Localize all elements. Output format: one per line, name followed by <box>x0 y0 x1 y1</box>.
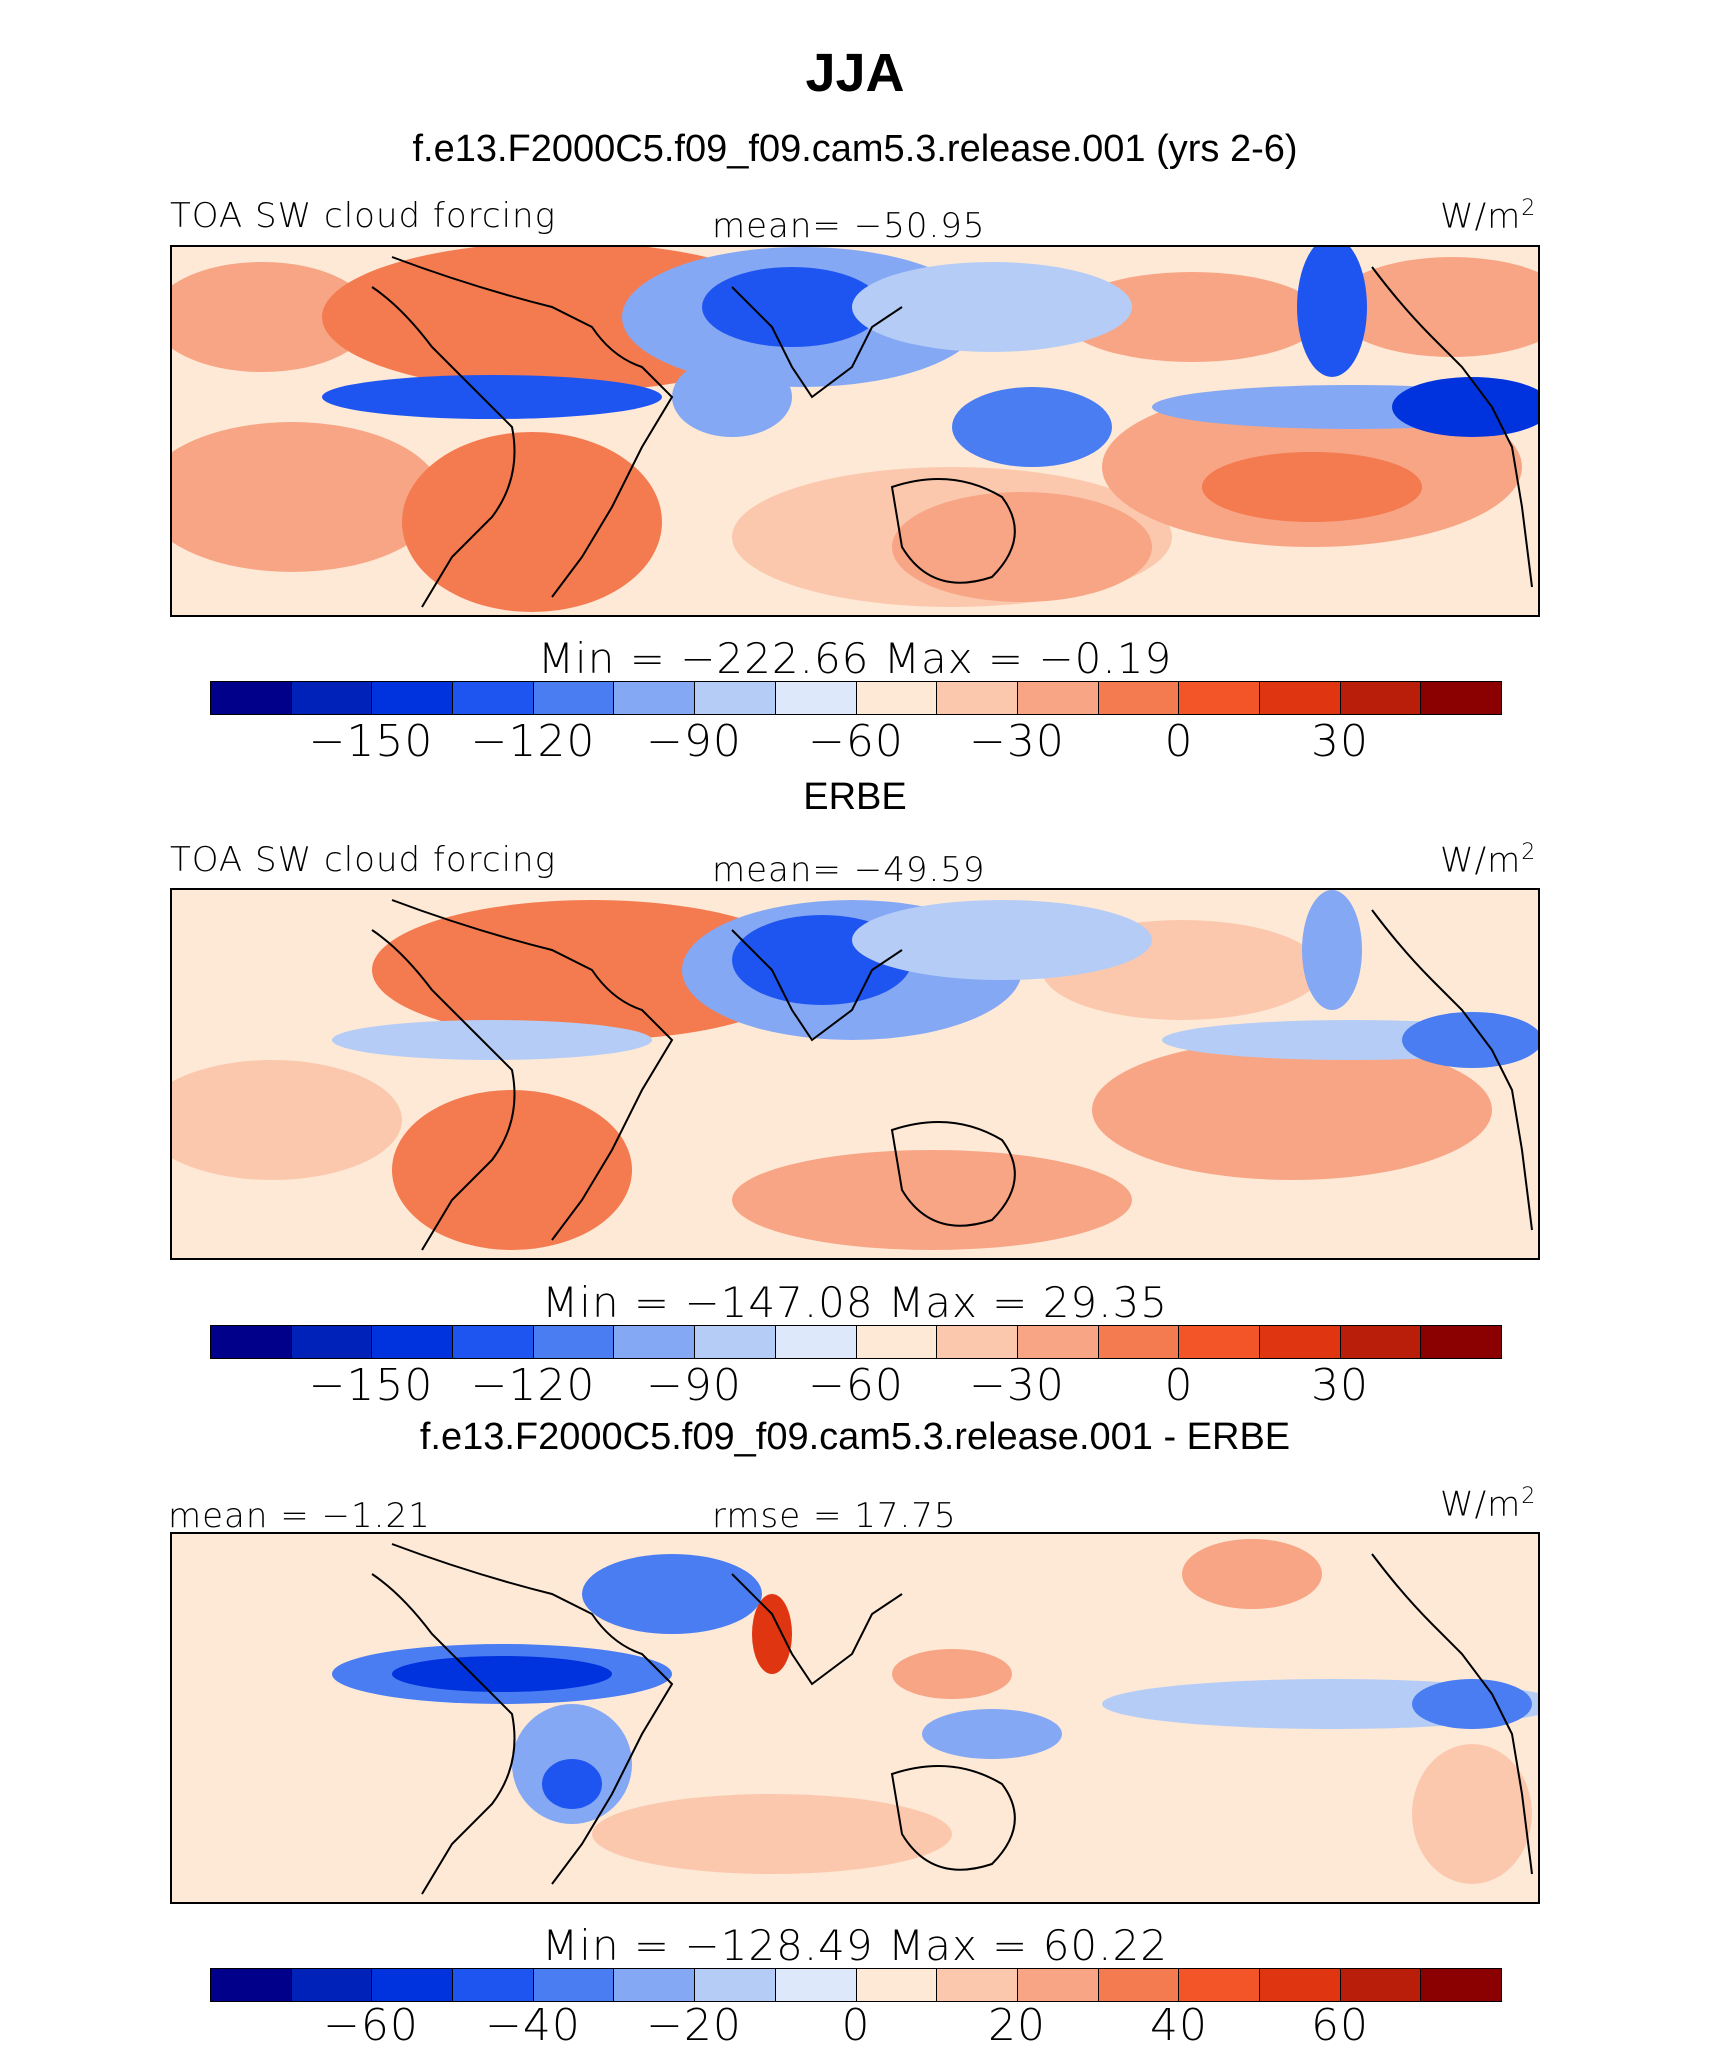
colorbar-swatch <box>372 1326 454 1358</box>
colorbar-swatch <box>856 1969 938 2001</box>
colorbar-swatch <box>937 1326 1018 1358</box>
panel-2-variable-label: TOA SW cloud forcing <box>170 840 556 880</box>
colorbar-swatch <box>291 682 373 714</box>
panel-1-tick: −120 <box>470 716 596 767</box>
panel-2-tick: 30 <box>1311 1360 1369 1411</box>
panel-3-min-max: Min = −128.49 Max = 60.22 <box>542 1921 1168 1970</box>
panel-3-colorbar <box>210 1968 1502 2002</box>
panel-3-mean-label: mean = −1.21 <box>168 1496 431 1536</box>
panel-2-units: W/m2 <box>1440 840 1537 881</box>
colorbar-swatch <box>453 682 534 714</box>
colorbar-swatch <box>1421 1969 1501 2001</box>
colorbar-swatch <box>533 682 615 714</box>
panel-2-map <box>170 888 1540 1260</box>
panel-3-tick: 40 <box>1150 2000 1208 2051</box>
colorbar-swatch <box>1017 1969 1099 2001</box>
panel-1-tick: 30 <box>1311 716 1369 767</box>
panel-3-map <box>170 1532 1540 1904</box>
panel-1-units: W/m2 <box>1440 196 1537 237</box>
colorbar-swatch <box>1017 1326 1099 1358</box>
panel-2-tick: −150 <box>308 1360 434 1411</box>
colorbar-swatch <box>533 1326 615 1358</box>
colorbar-swatch <box>1179 682 1260 714</box>
panel-2-tick: −60 <box>808 1360 904 1411</box>
panel-1-min-max: Min = −222.66 Max = −0.19 <box>537 634 1173 683</box>
panel-1-tick: 0 <box>1164 716 1194 767</box>
colorbar-swatch <box>1421 682 1501 714</box>
colorbar-swatch <box>695 682 776 714</box>
panel-2-heading: ERBE <box>803 776 907 818</box>
panel-1-map <box>170 245 1540 617</box>
colorbar-swatch <box>937 1969 1018 2001</box>
panel-3-tick: 20 <box>988 2000 1046 2051</box>
panel-1-tick: −30 <box>969 716 1065 767</box>
colorbar-swatch <box>1259 1969 1341 2001</box>
panel-3-tick: 60 <box>1311 2000 1369 2051</box>
panel-3-rmse-label: rmse = 17.75 <box>712 1496 957 1536</box>
colorbar-swatch <box>1340 1326 1422 1358</box>
panel-2-tick: −120 <box>470 1360 596 1411</box>
colorbar-swatch <box>1179 1969 1260 2001</box>
figure-title: JJA <box>805 43 905 103</box>
colorbar-swatch <box>695 1969 776 2001</box>
colorbar-swatch <box>291 1969 373 2001</box>
panel-2-colorbar-ticks: −150 −120 −90 −60 −30 0 30 <box>0 1360 1710 1411</box>
panel-1-tick: −60 <box>808 716 904 767</box>
colorbar-swatch <box>1179 1326 1260 1358</box>
colorbar-swatch <box>614 1969 696 2001</box>
colorbar-swatch <box>775 1969 857 2001</box>
panel-1-heading: f.e13.F2000C5.f09_f09.cam5.3.release.001… <box>412 128 1298 170</box>
colorbar-swatch <box>291 1326 373 1358</box>
colorbar-swatch <box>1098 1969 1180 2001</box>
colorbar-swatch <box>1098 1326 1180 1358</box>
colorbar-swatch <box>856 682 938 714</box>
colorbar-swatch <box>775 682 857 714</box>
panel-1-tick: −90 <box>646 716 742 767</box>
colorbar-swatch <box>211 1969 292 2001</box>
colorbar-swatch <box>372 1969 454 2001</box>
panel-2-mean-label: mean= −49.59 <box>712 850 986 890</box>
colorbar-swatch <box>372 682 454 714</box>
panel-2-min-max: Min = −147.08 Max = 29.35 <box>542 1278 1168 1327</box>
panel-2-tick: 0 <box>1164 1360 1194 1411</box>
panel-2-colorbar <box>210 1325 1502 1359</box>
panel-1-variable-label: TOA SW cloud forcing <box>170 196 556 236</box>
panel-3-tick: −40 <box>485 2000 581 2051</box>
colorbar-swatch <box>1017 682 1099 714</box>
colorbar-swatch <box>1259 1326 1341 1358</box>
panel-3-colorbar-ticks: −60 −40 −20 0 20 40 60 <box>0 2000 1710 2051</box>
panel-3-units: W/m2 <box>1440 1484 1537 1525</box>
colorbar-swatch <box>1098 682 1180 714</box>
panel-1-tick: −150 <box>308 716 434 767</box>
colorbar-swatch <box>1259 682 1341 714</box>
colorbar-swatch <box>1421 1326 1501 1358</box>
panel-1-colorbar <box>210 681 1502 715</box>
panel-1-mean-label: mean= −50.95 <box>712 206 986 246</box>
colorbar-swatch <box>1340 1969 1422 2001</box>
colorbar-swatch <box>211 682 292 714</box>
colorbar-swatch <box>856 1326 938 1358</box>
panel-3-tick: −60 <box>323 2000 419 2051</box>
panel-3-heading: f.e13.F2000C5.f09_f09.cam5.3.release.001… <box>419 1416 1291 1458</box>
colorbar-swatch <box>614 1326 696 1358</box>
colorbar-swatch <box>453 1969 534 2001</box>
colorbar-swatch <box>1340 682 1422 714</box>
panel-1-colorbar-ticks: −150 −120 −90 −60 −30 0 30 <box>0 716 1710 767</box>
colorbar-swatch <box>775 1326 857 1358</box>
colorbar-swatch <box>211 1326 292 1358</box>
colorbar-swatch <box>453 1326 534 1358</box>
panel-3-tick: 0 <box>841 2000 871 2051</box>
panel-3-tick: −20 <box>646 2000 742 2051</box>
colorbar-swatch <box>533 1969 615 2001</box>
panel-2-tick: −30 <box>969 1360 1065 1411</box>
colorbar-swatch <box>695 1326 776 1358</box>
colorbar-swatch <box>614 682 696 714</box>
panel-2-tick: −90 <box>646 1360 742 1411</box>
colorbar-swatch <box>937 682 1018 714</box>
